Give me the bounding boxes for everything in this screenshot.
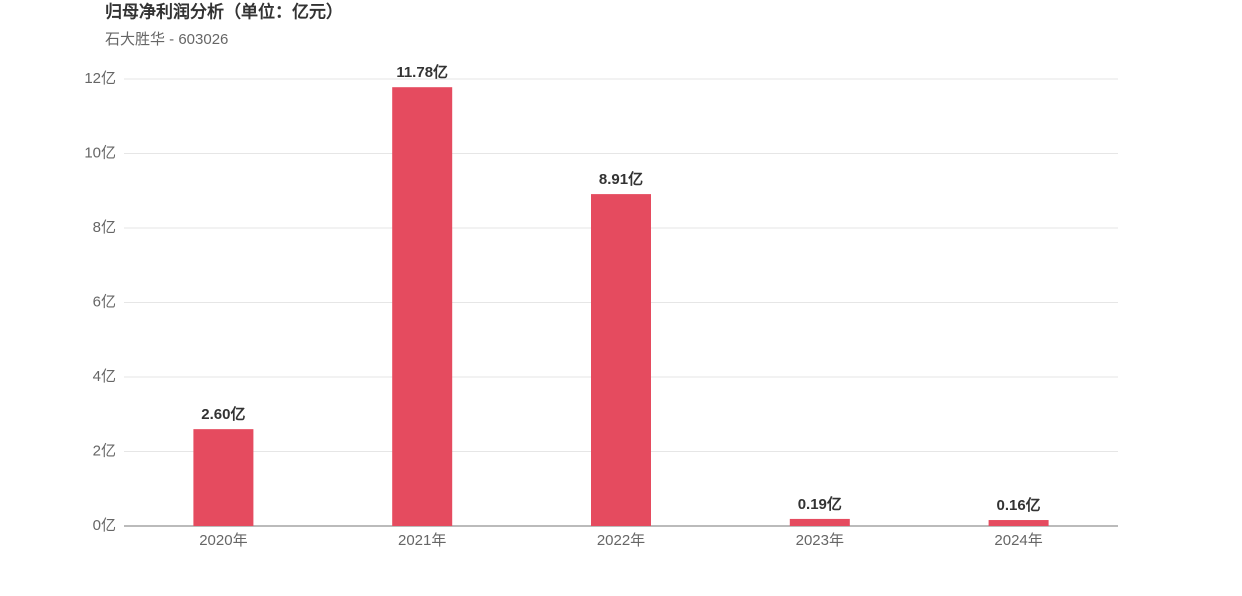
y-tick-label: 10亿 <box>84 144 116 161</box>
value-label: 11.78亿 <box>396 63 448 81</box>
x-tick-label: 2023年 <box>796 532 844 549</box>
x-tick-label: 2020年 <box>199 532 247 549</box>
bar <box>392 87 453 526</box>
y-tick-label: 2亿 <box>93 442 116 459</box>
x-tick-label: 2022年 <box>597 532 645 549</box>
value-label: 2.60亿 <box>201 405 245 423</box>
x-tick-label: 2024年 <box>994 532 1042 549</box>
value-label: 0.19亿 <box>798 495 842 513</box>
bar <box>988 520 1049 526</box>
chart-title: 归母净利润分析（单位：亿元） <box>105 1 343 21</box>
y-tick-label: 4亿 <box>93 368 116 385</box>
y-tick-label: 8亿 <box>93 219 116 236</box>
y-tick-label: 12亿 <box>84 70 116 87</box>
x-tick-label: 2021年 <box>398 532 446 549</box>
bar <box>193 429 254 526</box>
chart-subtitle: 石大胜华 - 603026 <box>105 31 228 48</box>
bar <box>789 518 850 526</box>
value-label: 0.16亿 <box>996 496 1040 514</box>
bar <box>591 194 651 527</box>
value-label: 8.91亿 <box>599 170 643 188</box>
y-tick-label: 6亿 <box>93 293 116 310</box>
y-tick-label: 0亿 <box>93 517 116 534</box>
